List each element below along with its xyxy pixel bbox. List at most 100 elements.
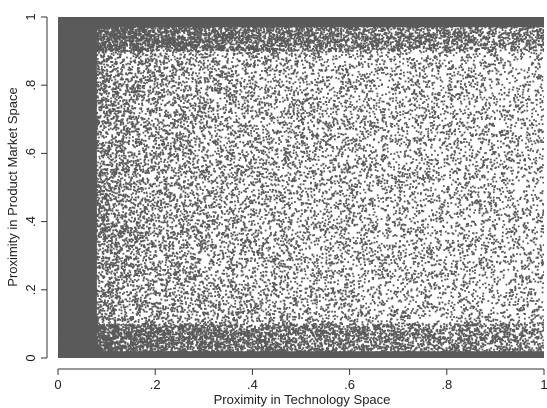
- density-point: [326, 104, 328, 106]
- density-point: [122, 218, 124, 220]
- density-point: [431, 70, 433, 72]
- density-point: [242, 250, 244, 252]
- density-point: [451, 89, 453, 91]
- density-point: [484, 97, 486, 99]
- density-point: [504, 311, 506, 313]
- density-point: [380, 109, 382, 111]
- density-point: [382, 188, 384, 190]
- density-point: [121, 257, 123, 259]
- density-point: [329, 89, 331, 91]
- density-point: [443, 262, 445, 264]
- density-point: [118, 261, 120, 263]
- density-point: [253, 301, 255, 303]
- density-point: [258, 265, 260, 267]
- density-point: [129, 301, 131, 303]
- density-point: [492, 181, 494, 183]
- density-point: [363, 238, 365, 240]
- density-point: [527, 340, 529, 342]
- density-point: [371, 63, 373, 65]
- density-point: [472, 186, 474, 188]
- density-point: [523, 89, 525, 91]
- density-point: [445, 240, 447, 242]
- density-point: [218, 196, 220, 198]
- density-point: [475, 339, 477, 341]
- density-point: [66, 143, 68, 145]
- density-point: [255, 159, 257, 161]
- density-point: [123, 186, 125, 188]
- density-point: [377, 247, 379, 249]
- density-point: [528, 229, 530, 231]
- density-point: [448, 138, 450, 140]
- density-point: [234, 172, 236, 174]
- density-point: [294, 319, 296, 321]
- density-point: [404, 173, 406, 175]
- density-point: [346, 215, 348, 217]
- density-point: [528, 88, 530, 90]
- density-point: [338, 223, 340, 225]
- density-point: [499, 31, 501, 33]
- density-point: [83, 198, 85, 200]
- density-point: [137, 186, 139, 188]
- density-point: [230, 108, 232, 110]
- density-point: [533, 140, 535, 142]
- density-point: [436, 200, 438, 202]
- density-point: [484, 87, 486, 89]
- density-point: [500, 321, 502, 323]
- density-point: [360, 78, 362, 80]
- density-point: [388, 289, 390, 291]
- density-point: [343, 303, 345, 305]
- density-point: [167, 220, 169, 222]
- density-point: [453, 154, 455, 156]
- density-point: [319, 256, 321, 258]
- density-point: [296, 255, 298, 257]
- density-point: [213, 113, 215, 115]
- density-point: [170, 123, 172, 125]
- density-point: [379, 302, 381, 304]
- density-point: [426, 114, 428, 116]
- density-point: [221, 322, 223, 324]
- density-point: [421, 265, 423, 267]
- density-point: [402, 270, 404, 272]
- density-point: [121, 313, 123, 315]
- density-point: [265, 90, 267, 92]
- density-point: [149, 298, 151, 300]
- density-point: [515, 301, 517, 303]
- density-point: [104, 66, 106, 68]
- density-point: [199, 281, 201, 283]
- density-point: [216, 262, 218, 264]
- density-point: [497, 313, 499, 315]
- density-point: [490, 205, 492, 207]
- density-point: [475, 241, 477, 243]
- density-point: [465, 86, 467, 88]
- density-point: [526, 137, 528, 139]
- density-point: [276, 195, 278, 197]
- density-point: [488, 185, 490, 187]
- density-point: [169, 129, 171, 131]
- density-point: [141, 190, 143, 192]
- density-point: [243, 135, 245, 137]
- density-point: [322, 122, 324, 124]
- density-point: [175, 150, 177, 152]
- density-point: [540, 244, 542, 246]
- density-point: [326, 80, 328, 82]
- density-point: [182, 309, 184, 311]
- density-point: [327, 130, 329, 132]
- density-point: [261, 299, 263, 301]
- density-point: [166, 290, 168, 292]
- density-point: [488, 314, 490, 316]
- density-point: [510, 195, 512, 197]
- density-point: [324, 327, 326, 329]
- density-point: [146, 273, 148, 275]
- density-point: [111, 213, 113, 215]
- density-point: [322, 76, 324, 78]
- density-point: [63, 238, 65, 240]
- density-point: [428, 189, 430, 191]
- density-point: [409, 301, 411, 303]
- density-point: [374, 122, 376, 124]
- density-point: [488, 41, 490, 43]
- density-point: [425, 326, 427, 328]
- density-point: [313, 175, 315, 177]
- density-point: [146, 120, 148, 122]
- density-point: [294, 278, 296, 280]
- density-point: [217, 85, 219, 87]
